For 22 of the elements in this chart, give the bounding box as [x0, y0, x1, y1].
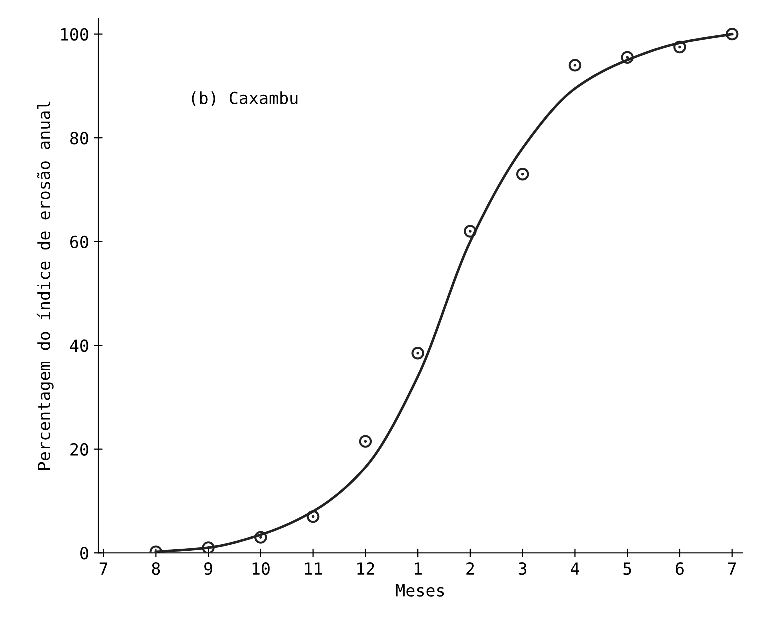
x-tick-label: 8 [152, 562, 160, 576]
x-tick-label: 2 [466, 562, 474, 575]
y-tick-label: 0 [80, 547, 88, 560]
y-tick-label: 60 [70, 236, 88, 248]
x-tick-label: 7 [728, 562, 736, 575]
y-tick-label: 80 [70, 132, 88, 145]
x-tick-label: 9 [204, 562, 212, 576]
x-tick-label: 11 [305, 562, 322, 575]
x-tick-label: 7 [100, 562, 108, 575]
x-tick-label: 12 [358, 562, 374, 575]
y-axis-title: Percentagem do índice de erosão anual [36, 102, 54, 470]
x-tick-label: 4 [571, 562, 580, 575]
x-tick-label: 3 [518, 562, 527, 576]
x-tick-label: 5 [624, 562, 632, 576]
x-tick-label: 6 [676, 562, 684, 576]
x-tick-label: 10 [252, 562, 270, 576]
annotation: (b) Caxambu [192, 92, 298, 106]
y-tick-label: 20 [70, 443, 88, 456]
y-tick-label: 40 [70, 340, 88, 352]
x-tick-label: 1 [415, 562, 422, 575]
x-axis-title: Meses [396, 584, 444, 597]
y-tick-label: 100 [61, 28, 88, 41]
